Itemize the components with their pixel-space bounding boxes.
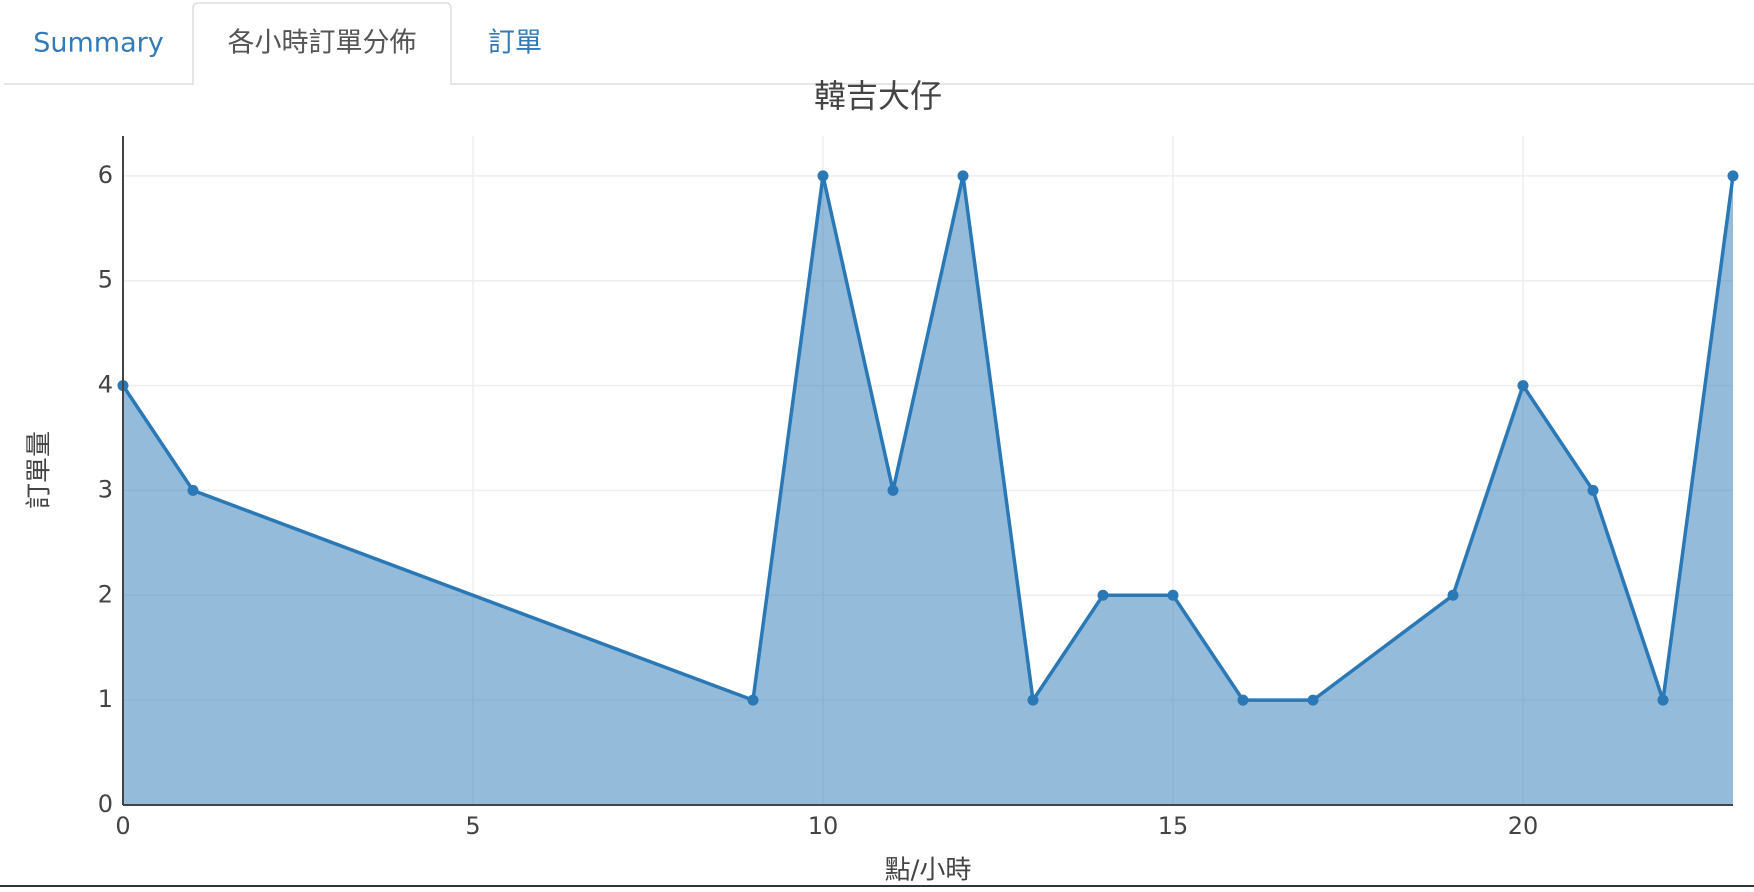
point [1167,589,1179,601]
point [1027,694,1039,706]
point [747,694,759,706]
y-axis-label: 訂單量 [25,431,55,509]
x-tick-label: 20 [1508,812,1539,840]
point [1097,589,1109,601]
y-tick-label: 2 [98,580,113,608]
x-tick-label: 5 [465,812,480,840]
point [187,484,199,496]
point [1657,694,1669,706]
point [817,170,829,182]
point [1447,589,1459,601]
active-tab: 各小時訂單分佈 [228,28,417,59]
active-tab-border [192,2,452,85]
tabs: Summary 各小時訂單分佈 訂單 [33,2,542,85]
line [121,175,1735,705]
y-tick-label: 5 [98,266,113,294]
y-tick-label: 0 [98,790,113,818]
y-tick-label: 4 [98,371,113,399]
point [1727,170,1739,182]
tab[interactable]: 訂單 [488,28,542,59]
point [1237,694,1249,706]
x-tick-label: 10 [808,812,839,840]
x-tick-label: 0 [115,812,130,840]
plot: 0 1 2 3 4 5 6 0 5 10 15 20 [98,136,1739,840]
point [957,170,969,182]
chart-title: 韓吉大仔 [814,77,942,115]
x-axis-label: 點/小時 [885,856,972,886]
y-tick-label: 1 [98,685,113,713]
point [1587,484,1599,496]
tab[interactable]: Summary [33,28,163,59]
area-fill [123,175,1733,806]
point [1307,694,1319,706]
point [887,484,899,496]
x-tick-label: 15 [1158,812,1189,840]
y-tick-label: 3 [98,475,113,503]
point [1517,380,1529,392]
y-tick-label: 6 [98,161,113,189]
